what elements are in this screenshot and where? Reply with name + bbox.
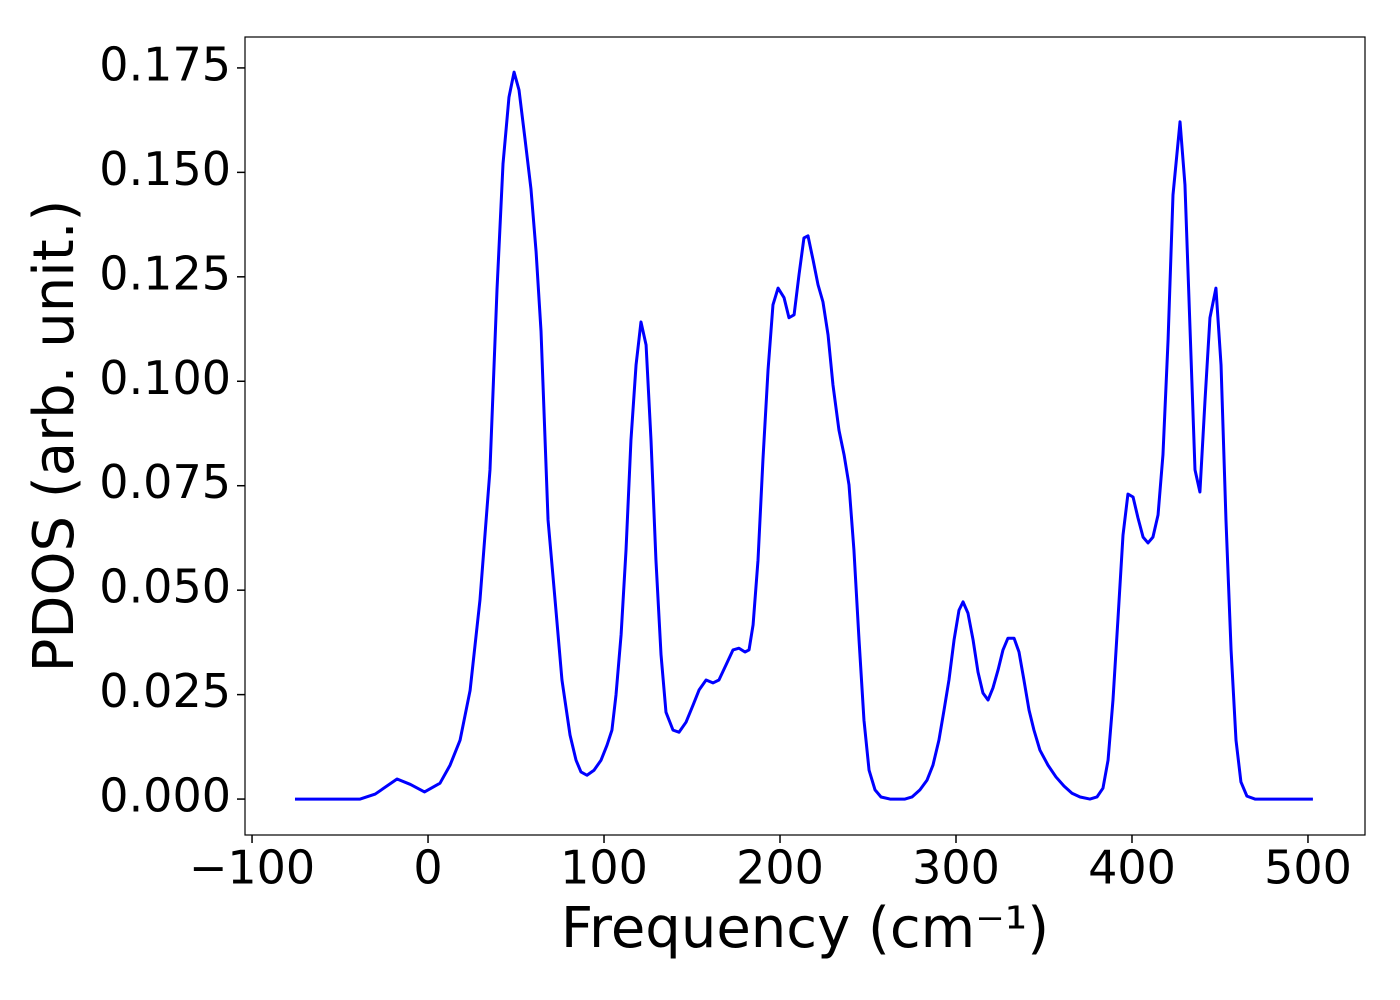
- x-tick-label: 100: [560, 841, 648, 895]
- x-tick-label: 400: [1088, 841, 1176, 895]
- plot-frame: [244, 36, 1366, 836]
- y-tick-label: 0.025: [99, 664, 231, 718]
- x-tick-label: 500: [1264, 841, 1352, 895]
- y-tick-label: 0.000: [99, 769, 231, 823]
- y-tick-label: 0.175: [99, 37, 231, 91]
- x-tick-label: 300: [912, 841, 1000, 895]
- x-tick-label: 200: [736, 841, 824, 895]
- y-tick-label: 0.125: [99, 246, 231, 300]
- data-line: [294, 70, 1313, 801]
- y-tick-label: 0.100: [99, 351, 231, 405]
- y-tick-label: 0.075: [99, 455, 231, 509]
- y-tick-label: 0.050: [99, 560, 231, 614]
- x-tick-label: 0: [413, 841, 442, 895]
- x-axis-label: Frequency (cm⁻¹): [561, 896, 1049, 961]
- y-tick-label: 0.150: [99, 142, 231, 196]
- y-axis-label: PDOS (arb. unit.): [22, 200, 87, 673]
- x-tick-label: −100: [189, 841, 315, 895]
